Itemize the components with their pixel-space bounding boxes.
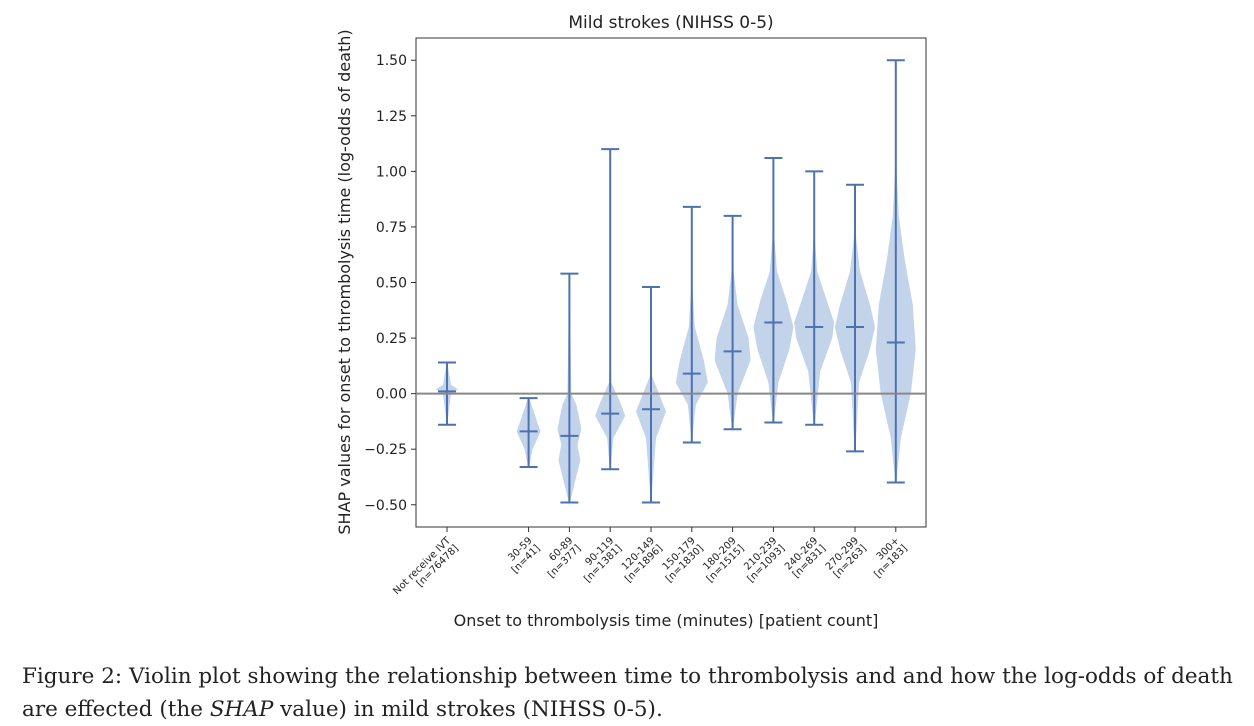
x-tick-label: Not receive IVT[n=76478] — [391, 535, 461, 605]
y-tick-label: 1.00 — [376, 164, 407, 180]
y-axis: −0.50 −0.25 0.00 0.25 0.50 0.75 1.00 1.25 1.50 — [364, 53, 416, 514]
caption-prefix: Figure 2: Violin plot showing the relati… — [22, 664, 1233, 722]
y-tick-label: −0.25 — [364, 442, 407, 458]
x-tick-label: 270-299[n=263] — [824, 535, 869, 580]
violin-3 — [595, 148, 626, 471]
caption-emphasis: SHAP — [209, 697, 274, 722]
x-tick-label: 90-119[n=1381] — [575, 535, 625, 585]
violin-2 — [557, 272, 582, 504]
violin-10 — [875, 59, 916, 484]
x-tick-label: 300+[n=183] — [865, 535, 910, 580]
chart-title: Mild strokes (NIHSS 0-5) — [568, 13, 773, 33]
y-tick-label: 0.50 — [376, 276, 407, 292]
violin-7 — [753, 157, 794, 424]
x-tick-label: 120-149[n=1896] — [615, 535, 665, 585]
y-axis-label: SHAP values for onset to thrombolysis ti… — [335, 29, 354, 534]
x-tick-label: 180-209[n=1515] — [697, 535, 747, 585]
violin-5 — [675, 205, 708, 444]
x-tick-label: 240-269[n=831] — [783, 535, 828, 580]
x-tick-label: 150-179[n=1830] — [656, 535, 706, 585]
y-tick-label: 0.25 — [376, 331, 407, 347]
violin-6 — [714, 214, 751, 431]
violin-4 — [636, 285, 666, 504]
caption-suffix: value) in mild strokes (NIHSS 0-5). — [273, 697, 663, 722]
violin-chart: Mild strokes (NIHSS 0-5) −0.50 −0.25 0.00 0… — [335, 13, 927, 630]
y-tick-label: 1.50 — [376, 53, 407, 69]
violin-1 — [516, 397, 541, 468]
figure-caption: Figure 2: Violin plot showing the relati… — [22, 660, 1244, 726]
violin-9 — [835, 183, 875, 453]
x-axis: Not receive IVT[n=76478] 30-59[n=41] 60-89… — [391, 527, 910, 605]
x-tick-label: 30-59[n=41] — [502, 535, 543, 576]
y-tick-label: 0.00 — [376, 387, 407, 403]
x-tick-label: 60-89[n=377] — [538, 535, 583, 580]
violin-8 — [794, 170, 835, 426]
y-tick-label: 1.25 — [376, 109, 407, 125]
y-tick-label: −0.50 — [364, 498, 407, 514]
y-tick-label: 0.75 — [376, 220, 407, 236]
plot-area — [415, 37, 927, 528]
x-axis-label: Onset to thrombolysis time (minutes) [pa… — [454, 611, 879, 630]
x-tick-label: 210-239[n=1093] — [738, 535, 788, 585]
